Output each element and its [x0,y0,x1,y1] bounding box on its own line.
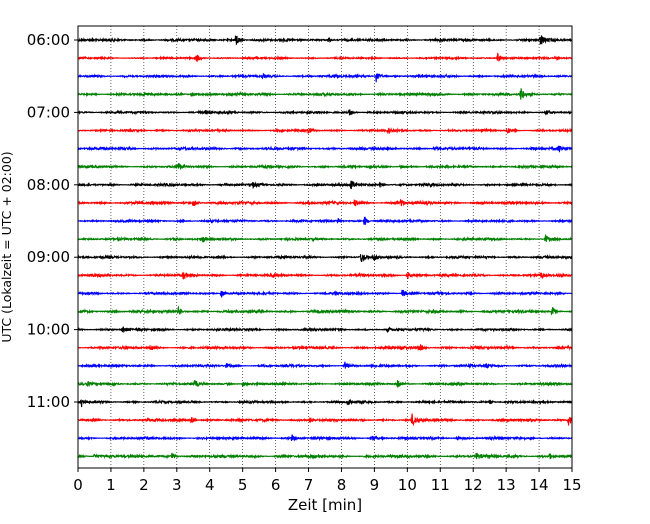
trace-row-0730 [77,145,572,153]
trace-row-0900 [77,253,573,263]
hour-tick-label-0: 06:00 [27,31,70,49]
hour-tick-label-2: 08:00 [27,176,70,194]
trace-row-0845 [77,233,573,243]
trace-row-0800 [77,180,573,190]
trace-row-1130 [77,434,573,442]
trace-row-0600 [77,35,573,45]
trace-rows [77,35,573,460]
x-tick-label-12: 12 [464,476,483,494]
trace-row-0830 [77,216,573,225]
x-axis-ticks: 0 1 2 3 4 5 6 7 8 9 10 11 12 13 14 15 [73,468,582,494]
y-axis-label: UTC (Lokalzeit = UTC + 02:00) [0,151,14,342]
x-tick-label-0: 0 [73,476,83,494]
hour-tick-label-1: 07:00 [27,103,70,121]
trace-row-0700 [77,109,573,116]
trace-row-1000 [77,326,573,334]
trace-row-1045 [77,380,573,388]
plot-frame [77,25,573,469]
x-tick-label-8: 8 [337,476,347,494]
x-tick-label-6: 6 [271,476,281,494]
trace-row-1145 [77,452,572,460]
x-tick-label-2: 2 [139,476,149,494]
trace-row-0645 [77,88,573,100]
x-tick-label-14: 14 [530,476,549,494]
trace-row-1030 [77,361,573,370]
trace-row-1115 [77,413,573,427]
trace-row-1100 [77,398,573,408]
trace-row-0915 [77,271,573,280]
x-tick-label-10: 10 [398,476,417,494]
x-tick-label-3: 3 [172,476,182,494]
x-tick-label-9: 9 [370,476,380,494]
hour-tick-label-4: 10:00 [27,321,70,339]
hour-tick-label-3: 09:00 [27,248,70,266]
trace-row-0715 [77,127,573,135]
hour-tick-label-5: 11:00 [27,393,70,411]
trace-row-0745 [77,162,573,170]
x-tick-label-15: 15 [562,476,581,494]
trace-row-0815 [77,198,573,207]
trace-row-0630 [77,72,573,83]
x-axis-label: Zeit [min] [288,496,362,514]
x-tick-label-7: 7 [304,476,314,494]
x-tick-label-1: 1 [106,476,116,494]
x-tick-label-4: 4 [205,476,215,494]
trace-row-0945 [77,305,573,316]
x-tick-label-5: 5 [238,476,248,494]
trace-row-0930 [77,289,572,298]
trace-row-0615 [77,52,573,62]
hour-ticks: 06:00 07:00 08:00 09:00 10:00 11:00 [27,31,78,411]
x-tick-label-11: 11 [431,476,450,494]
x-tick-label-13: 13 [497,476,516,494]
trace-row-1015 [77,343,573,351]
